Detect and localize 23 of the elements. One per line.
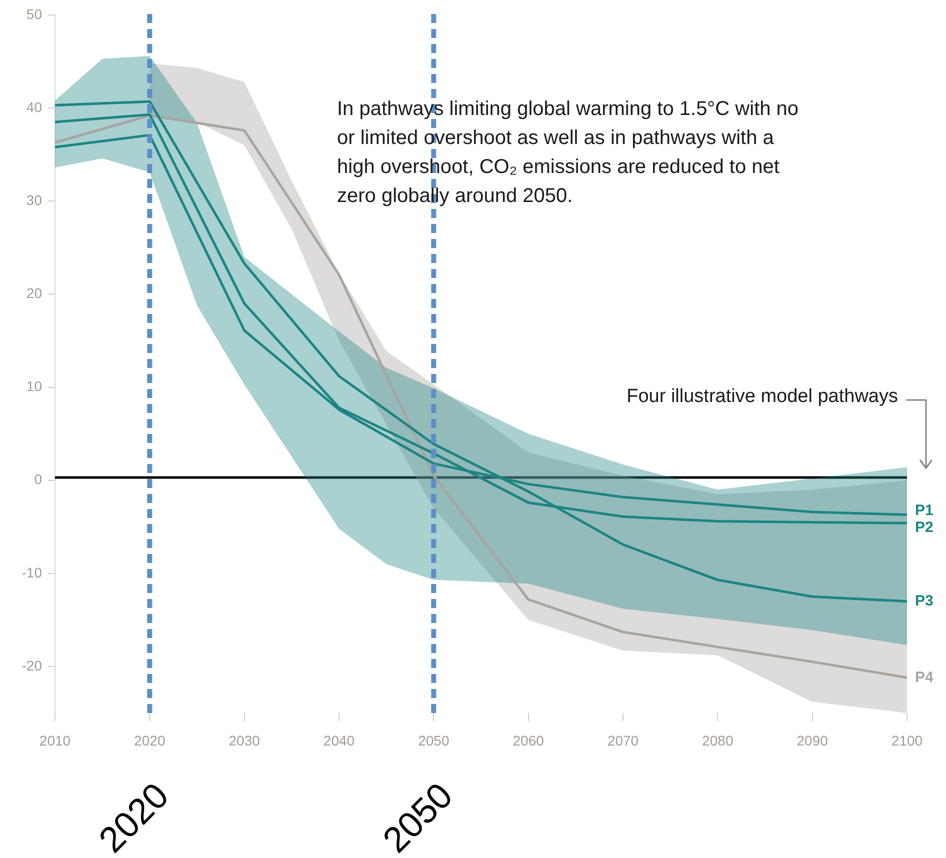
y-tick-label: -20 xyxy=(22,657,42,674)
y-tick-label: 20 xyxy=(26,285,42,302)
series-label: P4 xyxy=(915,668,934,686)
x-tick-label: 2090 xyxy=(796,732,828,748)
series-label: P3 xyxy=(915,592,934,610)
x-tick-label: 2080 xyxy=(702,732,734,748)
annotation: Four illustrative model pathways xyxy=(626,386,898,408)
x-tick-label: 2060 xyxy=(512,732,544,748)
series-label: P2 xyxy=(915,518,934,536)
y-tick-label: 30 xyxy=(26,192,42,208)
x-tick-label: 2050 xyxy=(418,732,450,748)
x-tick-label: 2030 xyxy=(228,732,260,748)
y-tick-label: -10 xyxy=(22,564,42,580)
y-tick-label: 50 xyxy=(26,6,42,22)
x-tick-label: 2100 xyxy=(891,732,923,748)
x-tick-label: 2040 xyxy=(323,732,355,748)
series-label: P1 xyxy=(915,502,934,519)
y-tick-label: 0 xyxy=(34,471,42,488)
x-tick-label: 2010 xyxy=(39,732,71,748)
y-tick-label: 40 xyxy=(26,98,42,115)
y-tick-label: 10 xyxy=(26,378,42,394)
x-tick-label: 2070 xyxy=(607,732,639,748)
x-tick-label: 2020 xyxy=(134,732,166,748)
